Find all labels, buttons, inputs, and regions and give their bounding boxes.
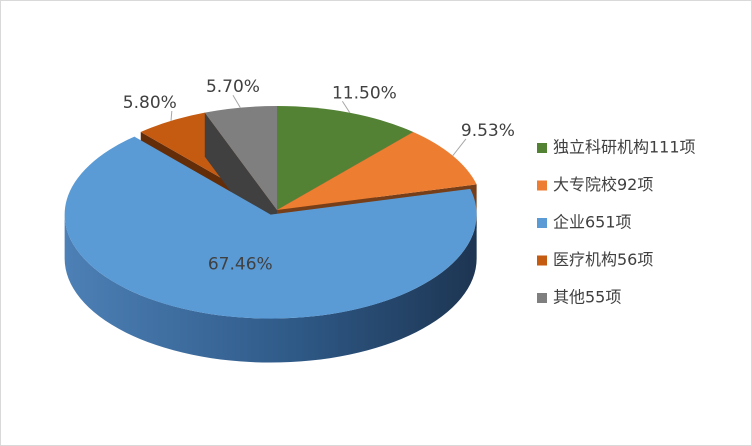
legend-swatch — [537, 180, 547, 191]
leader-line — [341, 100, 351, 113]
leader-line — [452, 138, 467, 157]
data-label: 5.80% — [123, 93, 177, 113]
legend-swatch — [537, 218, 547, 228]
legend-swatch — [537, 143, 547, 153]
legend-swatch — [537, 293, 547, 303]
legend-label: 医疗机构56项 — [553, 250, 653, 269]
slice — [204, 106, 277, 210]
slice — [64, 136, 477, 319]
slice-side — [64, 214, 477, 363]
legend-label: 独立科研机构111项 — [553, 138, 696, 157]
data-label: 11.50% — [332, 83, 397, 103]
legend-label: 企业651项 — [553, 213, 632, 232]
slice — [277, 131, 477, 210]
legend-label: 其他55项 — [553, 288, 621, 307]
legend-swatch — [537, 255, 547, 266]
legend-label: 大专院校92项 — [553, 175, 653, 194]
leader-line — [170, 110, 173, 121]
leader-line — [232, 94, 241, 108]
data-label: 9.53% — [461, 121, 515, 141]
data-label: 5.70% — [206, 77, 260, 97]
slice — [277, 106, 414, 210]
data-label: 67.46% — [208, 254, 273, 274]
